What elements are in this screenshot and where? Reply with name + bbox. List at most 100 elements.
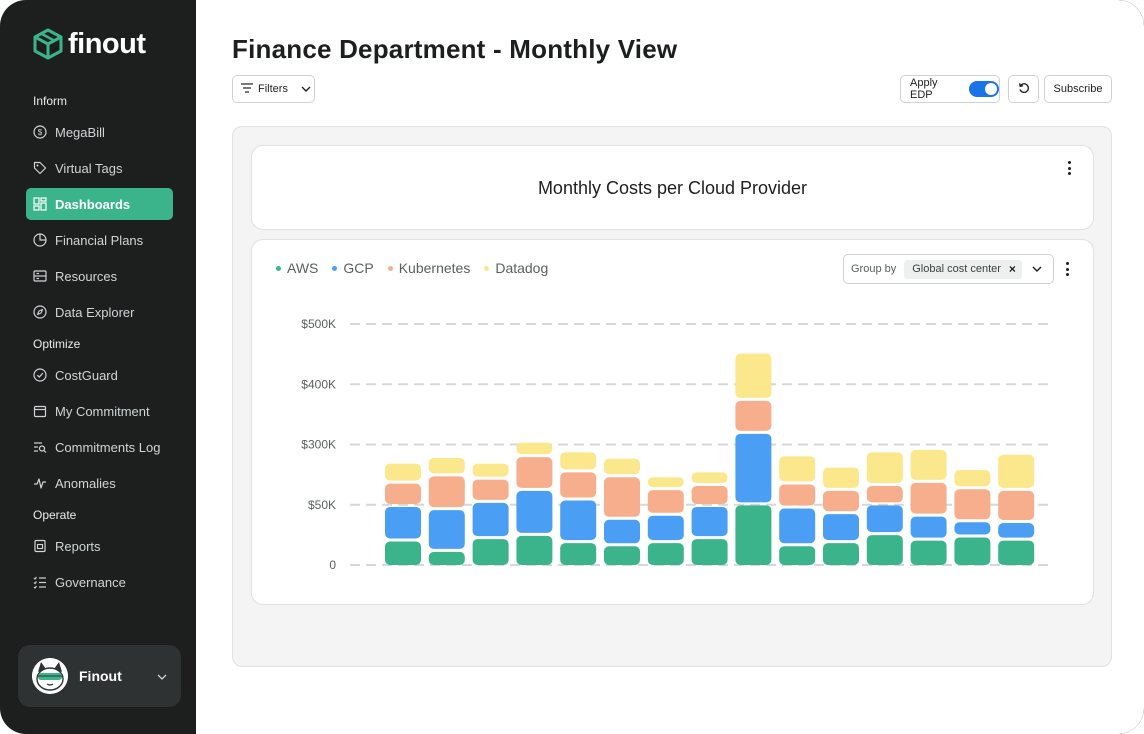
bar-segment-datadog[interactable] — [428, 457, 465, 474]
bar-segment-kubernetes[interactable] — [954, 489, 991, 520]
bar-segment-gcp[interactable] — [823, 514, 859, 541]
bar-segment-aws[interactable] — [560, 543, 597, 565]
bar-segment-gcp[interactable] — [910, 516, 947, 538]
sidebar-item-reports[interactable]: Reports — [26, 530, 173, 562]
chart-more-options-button[interactable] — [1060, 261, 1074, 277]
sidebar-item-label: Commitments Log — [55, 439, 161, 455]
bar-segment-datadog[interactable] — [647, 477, 684, 488]
bar-segment-datadog[interactable] — [472, 463, 509, 477]
close-icon[interactable]: × — [1008, 262, 1016, 276]
sidebar-item-virtual-tags[interactable]: Virtual Tags — [26, 152, 173, 184]
bar-segment-gcp[interactable] — [998, 523, 1035, 538]
bar-segment-kubernetes[interactable] — [472, 479, 509, 500]
bar-segment-aws[interactable] — [691, 539, 728, 565]
bar-segment-gcp[interactable] — [691, 506, 728, 537]
sidebar-item-data-explorer[interactable]: Data Explorer — [26, 296, 173, 328]
bar-segment-gcp[interactable] — [560, 500, 597, 541]
bar-segment-kubernetes[interactable] — [866, 486, 903, 503]
bar-segment-aws[interactable] — [866, 535, 903, 565]
sidebar-item-commitments-log[interactable]: Commitments Log — [26, 431, 173, 463]
bar-segment-datadog[interactable] — [604, 458, 640, 475]
bar-segment-kubernetes[interactable] — [428, 476, 465, 508]
sidebar-item-label: MegaBill — [55, 124, 105, 140]
bar-segment-datadog[interactable] — [823, 467, 859, 488]
bar-segment-gcp[interactable] — [385, 506, 421, 539]
bar-segment-aws[interactable] — [385, 541, 421, 565]
apply-edp-control[interactable]: Apply EDP — [900, 75, 1000, 103]
user-menu[interactable]: Finout — [18, 645, 181, 707]
sidebar-item-dashboards[interactable]: Dashboards — [26, 188, 173, 220]
sidebar: finout Inform $ MegaBill Virtual Tags Da… — [0, 0, 196, 734]
bar-segment-gcp[interactable] — [866, 505, 903, 533]
bar-segment-kubernetes[interactable] — [779, 484, 816, 506]
bar-segment-kubernetes[interactable] — [823, 490, 859, 512]
legend-item-datadog[interactable]: Datadog — [484, 260, 548, 276]
bar-segment-aws[interactable] — [779, 546, 816, 565]
sidebar-item-costguard[interactable]: CostGuard — [26, 359, 173, 391]
finout-logo[interactable]: finout — [32, 28, 146, 60]
sidebar-item-governance[interactable]: Governance — [26, 566, 173, 598]
bar-segment-aws[interactable] — [647, 543, 684, 565]
filter-icon — [241, 82, 253, 96]
bar-segment-kubernetes[interactable] — [998, 490, 1035, 521]
title-more-options-button[interactable] — [1062, 160, 1076, 176]
cube-logo-icon — [33, 28, 63, 60]
legend-item-gcp[interactable]: GCP — [332, 260, 374, 276]
bar-segment-kubernetes[interactable] — [910, 482, 947, 514]
bar-segment-aws[interactable] — [954, 537, 991, 565]
dollar-circle-icon: $ — [33, 125, 47, 139]
filters-button[interactable]: Filters — [232, 75, 315, 103]
bar-segment-gcp[interactable] — [604, 519, 640, 544]
bar-segment-datadog[interactable] — [998, 454, 1035, 488]
legend-label: Datadog — [495, 260, 549, 276]
bar-segment-kubernetes[interactable] — [691, 486, 728, 504]
bar-segment-gcp[interactable] — [472, 502, 509, 537]
bar-segment-datadog[interactable] — [691, 472, 728, 484]
group-by-select[interactable]: Group by Global cost center × — [843, 254, 1054, 284]
sidebar-item-anomalies[interactable]: Anomalies — [26, 467, 173, 499]
sidebar-item-financial-plans[interactable]: Financial Plans — [26, 224, 173, 256]
main-content: Finance Department - Monthly View Filter… — [196, 0, 1144, 734]
bar-segment-kubernetes[interactable] — [604, 477, 640, 517]
sidebar-item-resources[interactable]: Resources — [26, 260, 173, 292]
bar-segment-datadog[interactable] — [735, 353, 772, 398]
bar-segment-aws[interactable] — [735, 505, 772, 565]
sidebar-item-megabill[interactable]: $ MegaBill — [26, 116, 173, 148]
bar-segment-kubernetes[interactable] — [560, 472, 597, 498]
bar-segment-gcp[interactable] — [516, 490, 553, 533]
bar-segment-aws[interactable] — [910, 540, 947, 565]
bar-segment-datadog[interactable] — [560, 452, 597, 470]
bar-segment-datadog[interactable] — [779, 456, 816, 482]
bar-segment-gcp[interactable] — [428, 510, 465, 549]
bar-segment-gcp[interactable] — [647, 515, 684, 541]
bar-segment-aws[interactable] — [604, 546, 640, 565]
group-by-label: Group by — [851, 263, 897, 275]
group-by-chip[interactable]: Global cost center × — [904, 259, 1022, 279]
bar-segment-datadog[interactable] — [866, 452, 903, 484]
refresh-button[interactable] — [1008, 75, 1039, 103]
bar-segment-datadog[interactable] — [516, 442, 553, 455]
sidebar-item-my-commitment[interactable]: My Commitment — [26, 395, 173, 427]
bar-segment-datadog[interactable] — [910, 449, 947, 480]
bar-segment-aws[interactable] — [998, 540, 1035, 565]
legend-item-aws[interactable]: AWS — [276, 260, 318, 276]
bar-segment-kubernetes[interactable] — [647, 490, 684, 513]
chevron-down-icon[interactable] — [1032, 263, 1042, 275]
bar-segment-gcp[interactable] — [779, 508, 816, 544]
bar-segment-aws[interactable] — [428, 551, 465, 565]
section-title-inform: Inform — [33, 94, 68, 108]
bar-segment-aws[interactable] — [516, 535, 553, 565]
apply-edp-toggle[interactable] — [969, 81, 999, 97]
subscribe-button[interactable]: Subscribe — [1044, 75, 1112, 103]
bar-segment-datadog[interactable] — [385, 463, 421, 481]
bar-segment-kubernetes[interactable] — [735, 400, 772, 431]
bar-segment-aws[interactable] — [823, 543, 859, 565]
bar-segment-datadog[interactable] — [954, 469, 991, 487]
tag-icon — [33, 161, 47, 175]
bar-segment-kubernetes[interactable] — [516, 457, 553, 488]
bar-segment-gcp[interactable] — [735, 433, 772, 503]
bar-segment-aws[interactable] — [472, 539, 509, 565]
bar-segment-gcp[interactable] — [954, 522, 991, 535]
legend-item-kubernetes[interactable]: Kubernetes — [387, 260, 470, 276]
bar-segment-kubernetes[interactable] — [385, 483, 421, 504]
